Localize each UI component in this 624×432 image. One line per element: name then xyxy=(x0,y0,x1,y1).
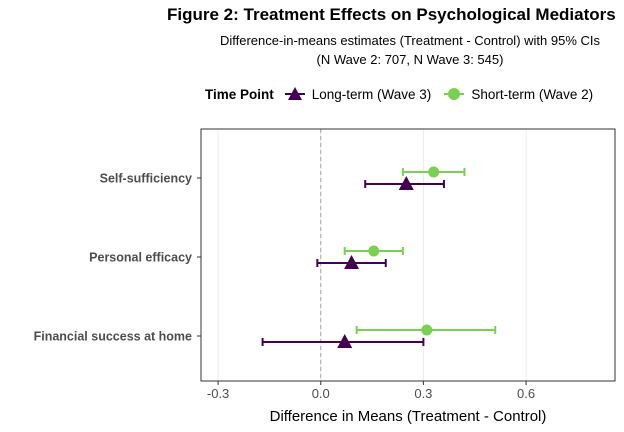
x-tick-label-1: 0.0 xyxy=(312,386,330,401)
legend: Time Point Long-term (Wave 3) Short-term… xyxy=(205,86,605,102)
legend-item-long-term: Long-term (Wave 3) xyxy=(284,86,432,102)
legend-key-short-term-icon xyxy=(444,88,465,100)
x-tick-label-3: 0.6 xyxy=(517,386,535,401)
y-tick-label-2: Financial success at home xyxy=(34,330,192,344)
chart-subtitle-line-1: Difference-in-means estimates (Treatment… xyxy=(219,33,600,48)
point-long-term-2 xyxy=(337,334,353,348)
y-tick-label-1: Personal efficacy xyxy=(89,251,192,265)
panel-border xyxy=(200,128,616,382)
point-short-term-1 xyxy=(368,245,380,257)
x-tick-label-2: 0.3 xyxy=(414,386,432,401)
legend-label-short-term: Short-term (Wave 2) xyxy=(471,86,594,102)
x-axis-title: Difference in Means (Treatment - Control… xyxy=(270,408,547,425)
legend-key-long-term-icon xyxy=(284,87,305,100)
chart-title: Figure 2: Treatment Effects on Psycholog… xyxy=(167,5,616,24)
point-short-term-0 xyxy=(428,166,440,178)
point-long-term-1 xyxy=(344,255,360,269)
legend-title: Time Point xyxy=(205,86,274,102)
point-short-term-2 xyxy=(421,324,433,336)
legend-label-long-term: Long-term (Wave 3) xyxy=(311,86,432,102)
y-tick-label-0: Self-sufficiency xyxy=(100,172,192,186)
legend-item-short-term: Short-term (Wave 2) xyxy=(443,86,593,102)
chart-subtitle-line-2: (N Wave 2: 707, N Wave 3: 545) xyxy=(316,52,504,67)
point-long-term-0 xyxy=(398,176,414,190)
x-tick-label-0: -0.3 xyxy=(207,386,229,401)
